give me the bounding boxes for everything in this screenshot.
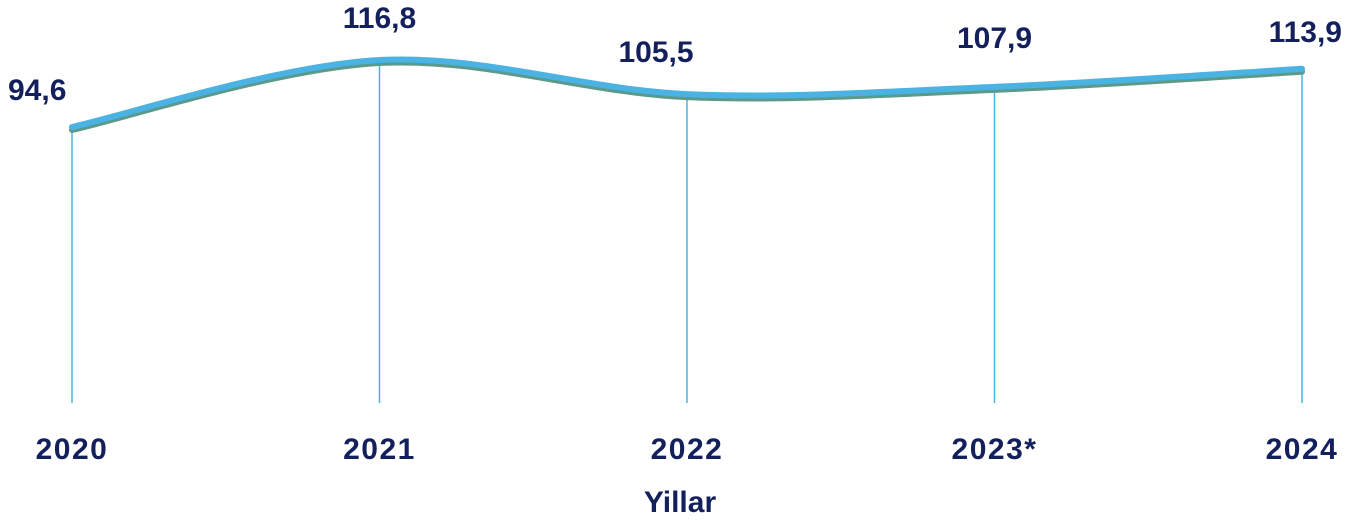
series-group — [69, 56, 1305, 133]
series-line — [69, 56, 1305, 130]
data-label-2024: 113,9 — [1269, 16, 1342, 49]
data-label-2023: 107,9 — [957, 22, 1032, 55]
x-axis-tick-labels: 2020 2021 2022 2023* 2024 — [36, 433, 1339, 466]
data-label-2022: 105,5 — [618, 36, 693, 69]
x-tick-label-2020: 2020 — [36, 433, 109, 466]
x-axis-title: Yillar — [644, 486, 717, 519]
x-tick-label-2022: 2022 — [651, 433, 724, 466]
data-label-2020: 94,6 — [8, 74, 66, 107]
x-tick-label-2021: 2021 — [343, 433, 416, 466]
data-labels: 94,6 116,8 105,5 107,9 113,9 — [8, 2, 1342, 107]
data-label-2021: 116,8 — [343, 2, 416, 35]
x-tick-label-2023: 2023* — [952, 433, 1038, 466]
x-tick-label-2024: 2024 — [1266, 433, 1339, 466]
drop-lines — [71, 60, 1303, 403]
